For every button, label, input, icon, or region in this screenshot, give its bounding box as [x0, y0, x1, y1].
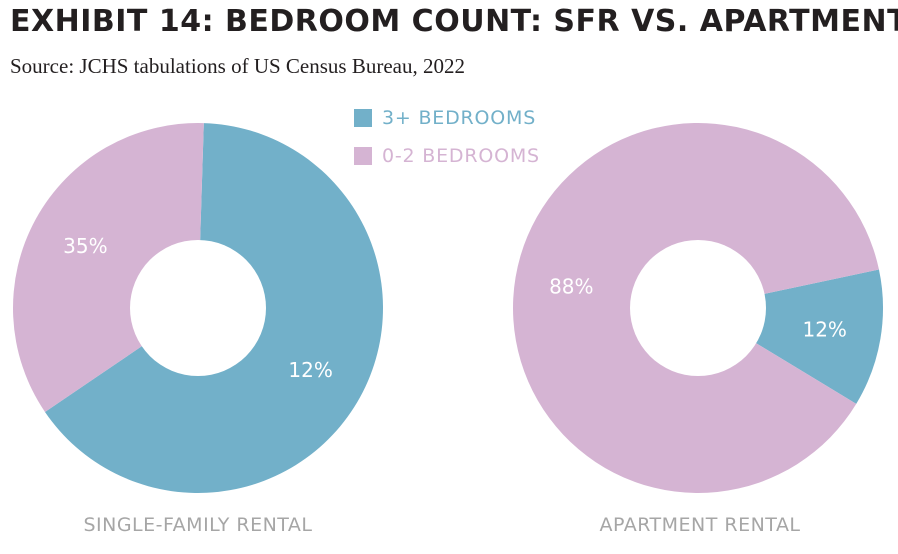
slice-label-0-2-bedrooms: 88% [549, 275, 593, 299]
donut-hole [630, 240, 766, 376]
legend-label-zero-two: 0-2 BEDROOMS [382, 145, 540, 167]
chart-title: EXHIBIT 14: BEDROOM COUNT: SFR VS. APART… [10, 4, 898, 39]
slice-label-3-bedrooms: 12% [802, 317, 846, 341]
legend-swatch-zero-two [354, 147, 372, 165]
slice-0-2-bedrooms [13, 123, 204, 412]
donut-hole [130, 240, 266, 376]
donut-apartment-rental: 12% 88% [513, 122, 884, 493]
caption-apartment: APARTMENT RENTAL [599, 514, 801, 536]
legend: 3+ BEDROOMS 0-2 BEDROOMS [354, 106, 540, 168]
donut-single-family-rental: 12% 35% [13, 123, 384, 494]
legend-item-three-plus: 3+ BEDROOMS [354, 106, 540, 130]
chart-subtitle: Source: JCHS tabulations of US Census Bu… [10, 54, 465, 78]
slice-label-0-2-bedrooms: 35% [63, 234, 107, 258]
legend-label-three-plus: 3+ BEDROOMS [382, 107, 537, 129]
legend-item-zero-two: 0-2 BEDROOMS [354, 144, 540, 168]
slice-label-3-bedrooms: 12% [288, 358, 332, 382]
legend-swatch-three-plus [354, 109, 372, 127]
caption-single-family: SINGLE-FAMILY RENTAL [83, 514, 313, 536]
